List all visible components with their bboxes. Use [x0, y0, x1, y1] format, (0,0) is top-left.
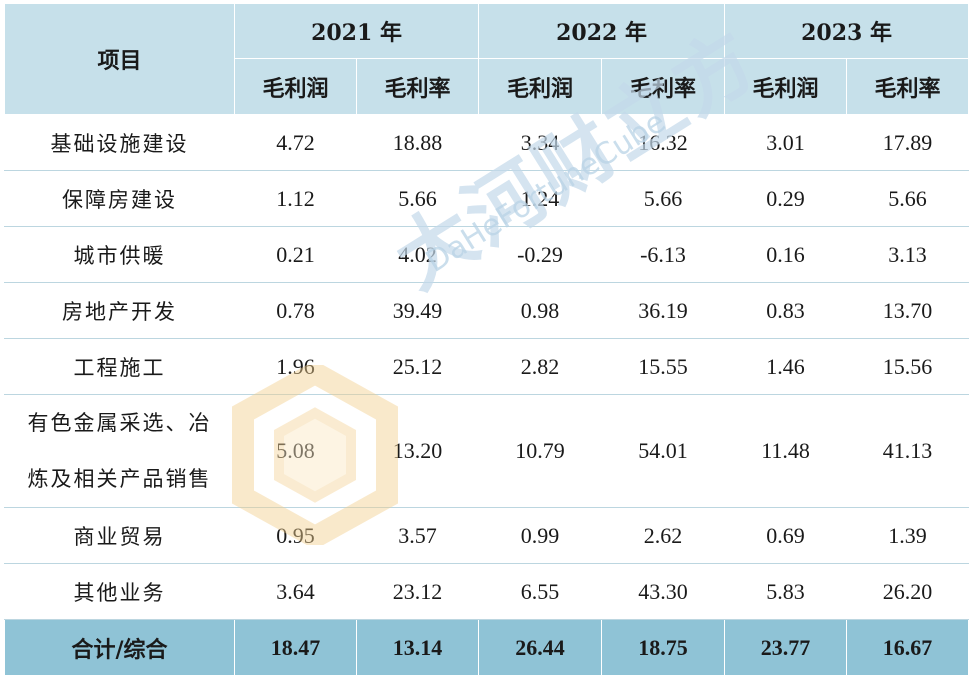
cell-value: 1.96 — [234, 338, 357, 395]
cell-value: 0.83 — [724, 282, 848, 339]
cell-value: 17.89 — [846, 114, 970, 171]
cell-value: 25.12 — [355, 338, 480, 395]
header-year-2023: 2023 年 — [724, 3, 970, 59]
cell-value: 15.56 — [846, 338, 970, 395]
row-label: 保障房建设 — [4, 170, 235, 227]
cell-value: 1.12 — [234, 170, 357, 227]
row-label-line: 有色金属采选、冶 — [27, 411, 212, 435]
cell-value: 2.62 — [601, 507, 726, 564]
cell-value: 3.34 — [478, 114, 603, 171]
cell-value: 15.55 — [601, 338, 726, 395]
total-value: 23.77 — [724, 619, 848, 676]
total-value: 18.47 — [234, 619, 357, 676]
table-row: 房地产开发 0.78 39.49 0.98 36.19 0.83 13.70 — [4, 282, 970, 339]
row-label: 工程施工 — [4, 338, 235, 395]
cell-value: 5.66 — [846, 170, 970, 227]
subheader-gross-profit: 毛利润 — [724, 58, 848, 115]
cell-value: 3.13 — [846, 226, 970, 283]
cell-value: 3.01 — [724, 114, 848, 171]
cell-value: 0.21 — [234, 226, 357, 283]
cell-value: 0.29 — [724, 170, 848, 227]
total-value: 13.14 — [355, 619, 480, 676]
cell-value: 26.20 — [846, 563, 970, 620]
cell-value: 13.20 — [355, 394, 480, 508]
total-value: 18.75 — [601, 619, 726, 676]
row-label: 基础设施建设 — [4, 114, 235, 171]
subheader-gross-margin: 毛利率 — [601, 58, 726, 115]
cell-value: -6.13 — [601, 226, 726, 283]
cell-value: 4.72 — [234, 114, 357, 171]
cell-value: 0.98 — [478, 282, 603, 339]
subheader-gross-margin: 毛利率 — [846, 58, 970, 115]
row-label: 房地产开发 — [4, 282, 235, 339]
table-row: 城市供暖 0.21 4.02 -0.29 -6.13 0.16 3.13 — [4, 226, 970, 283]
cell-value: 13.70 — [846, 282, 970, 339]
row-label: 有色金属采选、冶 炼及相关产品销售 — [4, 394, 235, 508]
cell-value: 5.66 — [601, 170, 726, 227]
cell-value: 0.78 — [234, 282, 357, 339]
cell-value: 11.48 — [724, 394, 848, 508]
cell-value: 10.79 — [478, 394, 603, 508]
row-label: 城市供暖 — [4, 226, 235, 283]
table-row: 基础设施建设 4.72 18.88 3.34 16.32 3.01 17.89 — [4, 114, 970, 171]
cell-value: 6.55 — [478, 563, 603, 620]
cell-value: 5.08 — [234, 394, 357, 508]
cell-value: 2.82 — [478, 338, 603, 395]
cell-value: 16.32 — [601, 114, 726, 171]
cell-value: 1.46 — [724, 338, 848, 395]
total-row: 合计/综合 18.47 13.14 26.44 18.75 23.77 16.6… — [4, 619, 970, 676]
cell-value: 3.64 — [234, 563, 357, 620]
cell-value: 43.30 — [601, 563, 726, 620]
table-row: 商业贸易 0.95 3.57 0.99 2.62 0.69 1.39 — [4, 507, 970, 564]
cell-value: 41.13 — [846, 394, 970, 508]
cell-value: 5.66 — [355, 170, 480, 227]
total-label: 合计/综合 — [4, 619, 235, 676]
table-row: 保障房建设 1.12 5.66 1.24 5.66 0.29 5.66 — [4, 170, 970, 227]
cell-value: 54.01 — [601, 394, 726, 508]
table-row: 工程施工 1.96 25.12 2.82 15.55 1.46 15.56 — [4, 338, 970, 395]
table-row: 有色金属采选、冶 炼及相关产品销售 5.08 13.20 10.79 54.01… — [4, 394, 970, 508]
cell-value: 23.12 — [355, 563, 480, 620]
subheader-gross-profit: 毛利润 — [234, 58, 357, 115]
subheader-gross-profit: 毛利润 — [478, 58, 603, 115]
header-year-2022: 2022 年 — [478, 3, 726, 59]
table-row: 其他业务 3.64 23.12 6.55 43.30 5.83 26.20 — [4, 563, 970, 620]
table-container: 项目 2021 年 2022 年 2023 年 毛利润 毛利率 毛利润 毛利率 … — [4, 3, 970, 676]
cell-value: 39.49 — [355, 282, 480, 339]
cell-value: 0.16 — [724, 226, 848, 283]
cell-value: 1.39 — [846, 507, 970, 564]
cell-value: 36.19 — [601, 282, 726, 339]
row-label: 其他业务 — [4, 563, 235, 620]
cell-value: 1.24 — [478, 170, 603, 227]
cell-value: 3.57 — [355, 507, 480, 564]
row-label-line: 炼及相关产品销售 — [27, 467, 212, 491]
cell-value: 18.88 — [355, 114, 480, 171]
row-label: 商业贸易 — [4, 507, 235, 564]
cell-value: 5.83 — [724, 563, 848, 620]
total-value: 26.44 — [478, 619, 603, 676]
cell-value: -0.29 — [478, 226, 603, 283]
cell-value: 4.02 — [355, 226, 480, 283]
cell-value: 0.95 — [234, 507, 357, 564]
header-item: 项目 — [4, 3, 235, 115]
subheader-gross-margin: 毛利率 — [355, 58, 480, 115]
cell-value: 0.99 — [478, 507, 603, 564]
cell-value: 0.69 — [724, 507, 848, 564]
gross-profit-table: 项目 2021 年 2022 年 2023 年 毛利润 毛利率 毛利润 毛利率 … — [4, 3, 970, 676]
header-year-2021: 2021 年 — [233, 3, 480, 59]
total-value: 16.67 — [846, 619, 970, 676]
